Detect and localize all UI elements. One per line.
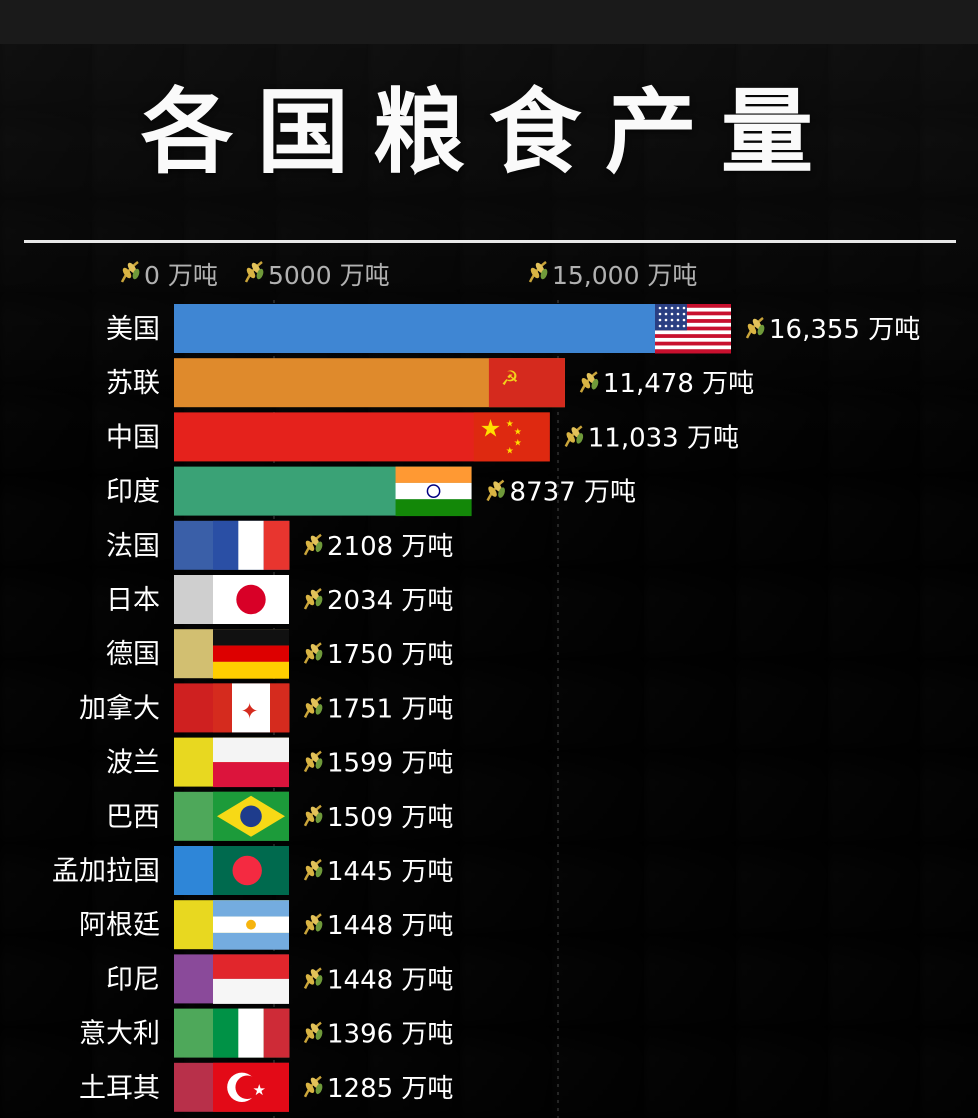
value-label: 2108 万吨	[327, 532, 453, 562]
wheat-icon	[244, 261, 264, 283]
bar-row: 波兰 1599 万吨	[106, 737, 453, 788]
wheat-icon	[745, 317, 765, 339]
svg-text:★: ★	[506, 446, 514, 456]
flag-icon	[213, 520, 290, 570]
svg-text:★: ★	[506, 419, 514, 429]
category-label: 巴西	[106, 802, 160, 833]
bar-row: 印度 8737 万吨	[106, 466, 636, 517]
wheat-icon	[120, 261, 140, 283]
bar-row: 苏联 ☭ 11,478 万吨	[106, 358, 754, 408]
value-label: 1751 万吨	[327, 694, 453, 724]
bar-row: 德国 1750 万吨	[106, 629, 453, 679]
category-label: 孟加拉国	[52, 856, 160, 887]
wheat-icon	[564, 425, 584, 447]
wheat-icon	[303, 533, 323, 556]
wheat-icon	[303, 804, 323, 827]
category-label: 日本	[106, 585, 160, 616]
bar-row: 孟加拉国 1445 万吨	[52, 846, 453, 895]
value-label: 1750 万吨	[327, 640, 453, 670]
value-label: 1448 万吨	[327, 911, 453, 941]
svg-text:★: ★	[514, 438, 522, 448]
svg-text:☭: ☭	[501, 366, 519, 390]
flag-icon	[213, 900, 289, 950]
flag-icon	[213, 846, 289, 895]
value-label: 16,355 万吨	[769, 315, 920, 345]
tick-label: 0 万吨	[144, 261, 218, 290]
category-label: 苏联	[106, 368, 160, 399]
svg-text:★: ★	[480, 414, 502, 442]
flag-icon	[395, 466, 472, 517]
tick-label: 5000 万吨	[268, 261, 390, 290]
flag-icon	[213, 629, 289, 679]
value-label: 1448 万吨	[327, 965, 453, 995]
wheat-icon	[303, 1021, 323, 1044]
title-divider	[24, 240, 956, 243]
wheat-icon	[303, 642, 323, 664]
category-label: 德国	[106, 639, 160, 670]
value-label: 11,033 万吨	[588, 423, 739, 453]
bar-row: 加拿大 ✦ 1751 万吨	[79, 683, 453, 733]
wheat-icon	[303, 696, 323, 718]
flag-icon	[213, 954, 289, 1004]
value-label: 1285 万吨	[327, 1074, 453, 1104]
bar-row: 巴西 1509 万吨	[106, 791, 453, 841]
svg-text:★: ★	[514, 427, 522, 437]
top-strip	[0, 0, 978, 44]
tick-label: 15,000 万吨	[552, 261, 697, 290]
flag-icon	[213, 791, 289, 841]
svg-text:✦: ✦	[240, 700, 258, 725]
value-label: 11,478 万吨	[603, 369, 754, 399]
bar-row: 中国 ★ ★★★★ 11,033 万吨	[106, 412, 739, 462]
chart-title: 各国粮食产量	[140, 79, 837, 186]
wheat-icon	[303, 859, 323, 881]
category-label: 阿根廷	[79, 910, 160, 941]
bar-row: 美国 16,355 万吨	[106, 304, 920, 354]
wheat-icon	[303, 1075, 323, 1098]
value-label: 8737 万吨	[510, 478, 636, 508]
bar-row: 土耳其 ★ 1285 万吨	[79, 1062, 453, 1112]
flag-icon: ★	[213, 1062, 289, 1112]
category-label: 加拿大	[79, 693, 160, 724]
value-label: 1599 万吨	[327, 749, 453, 779]
flag-icon	[655, 304, 731, 354]
svg-text:★: ★	[253, 1081, 266, 1099]
bar-row: 阿根廷 1448 万吨	[79, 900, 453, 950]
bar-row: 日本 2034 万吨	[106, 575, 453, 624]
value-label: 1396 万吨	[327, 1020, 453, 1050]
flag-icon: ☭	[488, 358, 565, 408]
flag-icon: ✦	[213, 683, 290, 733]
category-label: 印尼	[106, 964, 160, 995]
category-label: 意大利	[79, 1019, 160, 1050]
wheat-icon	[579, 371, 599, 393]
category-label: 美国	[106, 314, 160, 345]
flag-icon	[213, 737, 289, 788]
flag-icon	[213, 1008, 290, 1058]
value-label: 1509 万吨	[327, 803, 453, 833]
value-label: 2034 万吨	[327, 586, 453, 616]
value-label: 1445 万吨	[327, 857, 453, 887]
wheat-icon	[303, 967, 323, 989]
bar-row: 印尼 1448 万吨	[106, 954, 453, 1004]
bar-row: 法国 2108 万吨	[106, 520, 453, 570]
category-label: 法国	[106, 531, 160, 562]
flag-icon: ★ ★★★★	[473, 412, 550, 462]
category-label: 波兰	[106, 748, 160, 779]
bar-row: 意大利 1396 万吨	[79, 1008, 453, 1058]
wheat-icon	[303, 750, 323, 773]
flag-icon	[213, 575, 289, 624]
category-label: 中国	[106, 422, 160, 453]
bar	[174, 304, 731, 353]
wheat-icon	[303, 588, 323, 610]
category-label: 印度	[106, 477, 160, 508]
category-label: 土耳其	[79, 1073, 160, 1104]
wheat-icon	[528, 261, 548, 283]
wheat-icon	[486, 479, 505, 502]
wheat-icon	[303, 913, 323, 935]
